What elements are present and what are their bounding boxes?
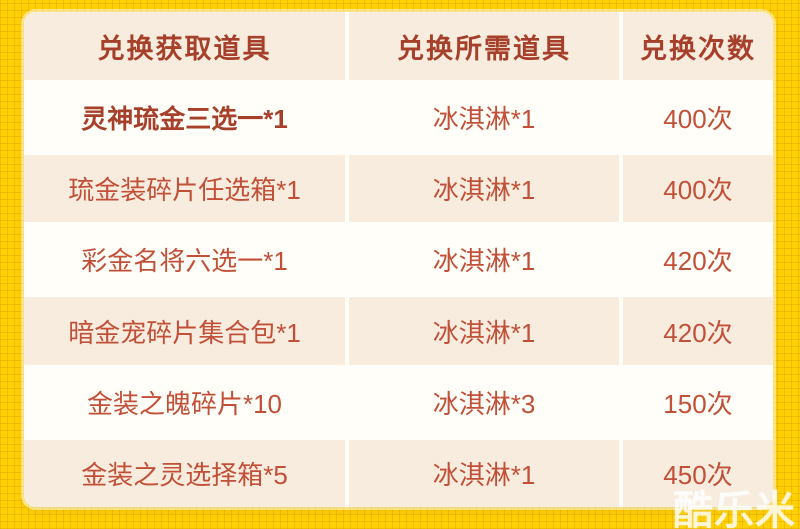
table-cell-reward: 金装之灵选择箱*5 (24, 439, 345, 507)
table-cell-reward: 彩金名将六选一*1 (24, 226, 345, 294)
table-cell-reward: 琉金装碎片任选箱*1 (24, 155, 345, 223)
table-cell-required: 冰淇淋*1 (349, 84, 619, 152)
header-cell-required-item: 兑换所需道具 (349, 12, 619, 80)
table-cell-required: 冰淇淋*1 (349, 155, 619, 223)
table-cell-count: 400次 (623, 84, 773, 152)
table-cell-required: 冰淇淋*1 (349, 297, 619, 365)
header-cell-exchange-count: 兑换次数 (623, 12, 773, 80)
table-cell-required: 冰淇淋*3 (349, 368, 619, 436)
table-cell-count: 150次 (623, 368, 773, 436)
table-cell-count: 420次 (623, 297, 773, 365)
table-cell-reward: 暗金宠碎片集合包*1 (24, 297, 345, 365)
table-cell-count: 450次 (623, 439, 773, 507)
exchange-table: 兑换获取道具 兑换所需道具 兑换次数 灵神琉金三选一*1 冰淇淋*1 400次 … (24, 12, 773, 507)
table-cell-count: 420次 (623, 226, 773, 294)
table-cell-required: 冰淇淋*1 (349, 439, 619, 507)
table-cell-count: 400次 (623, 155, 773, 223)
header-cell-reward-item: 兑换获取道具 (24, 12, 345, 80)
table-cell-reward: 灵神琉金三选一*1 (24, 84, 345, 152)
exchange-table-card: 兑换获取道具 兑换所需道具 兑换次数 灵神琉金三选一*1 冰淇淋*1 400次 … (24, 12, 773, 507)
table-cell-reward: 金装之魄碎片*10 (24, 368, 345, 436)
table-cell-required: 冰淇淋*1 (349, 226, 619, 294)
